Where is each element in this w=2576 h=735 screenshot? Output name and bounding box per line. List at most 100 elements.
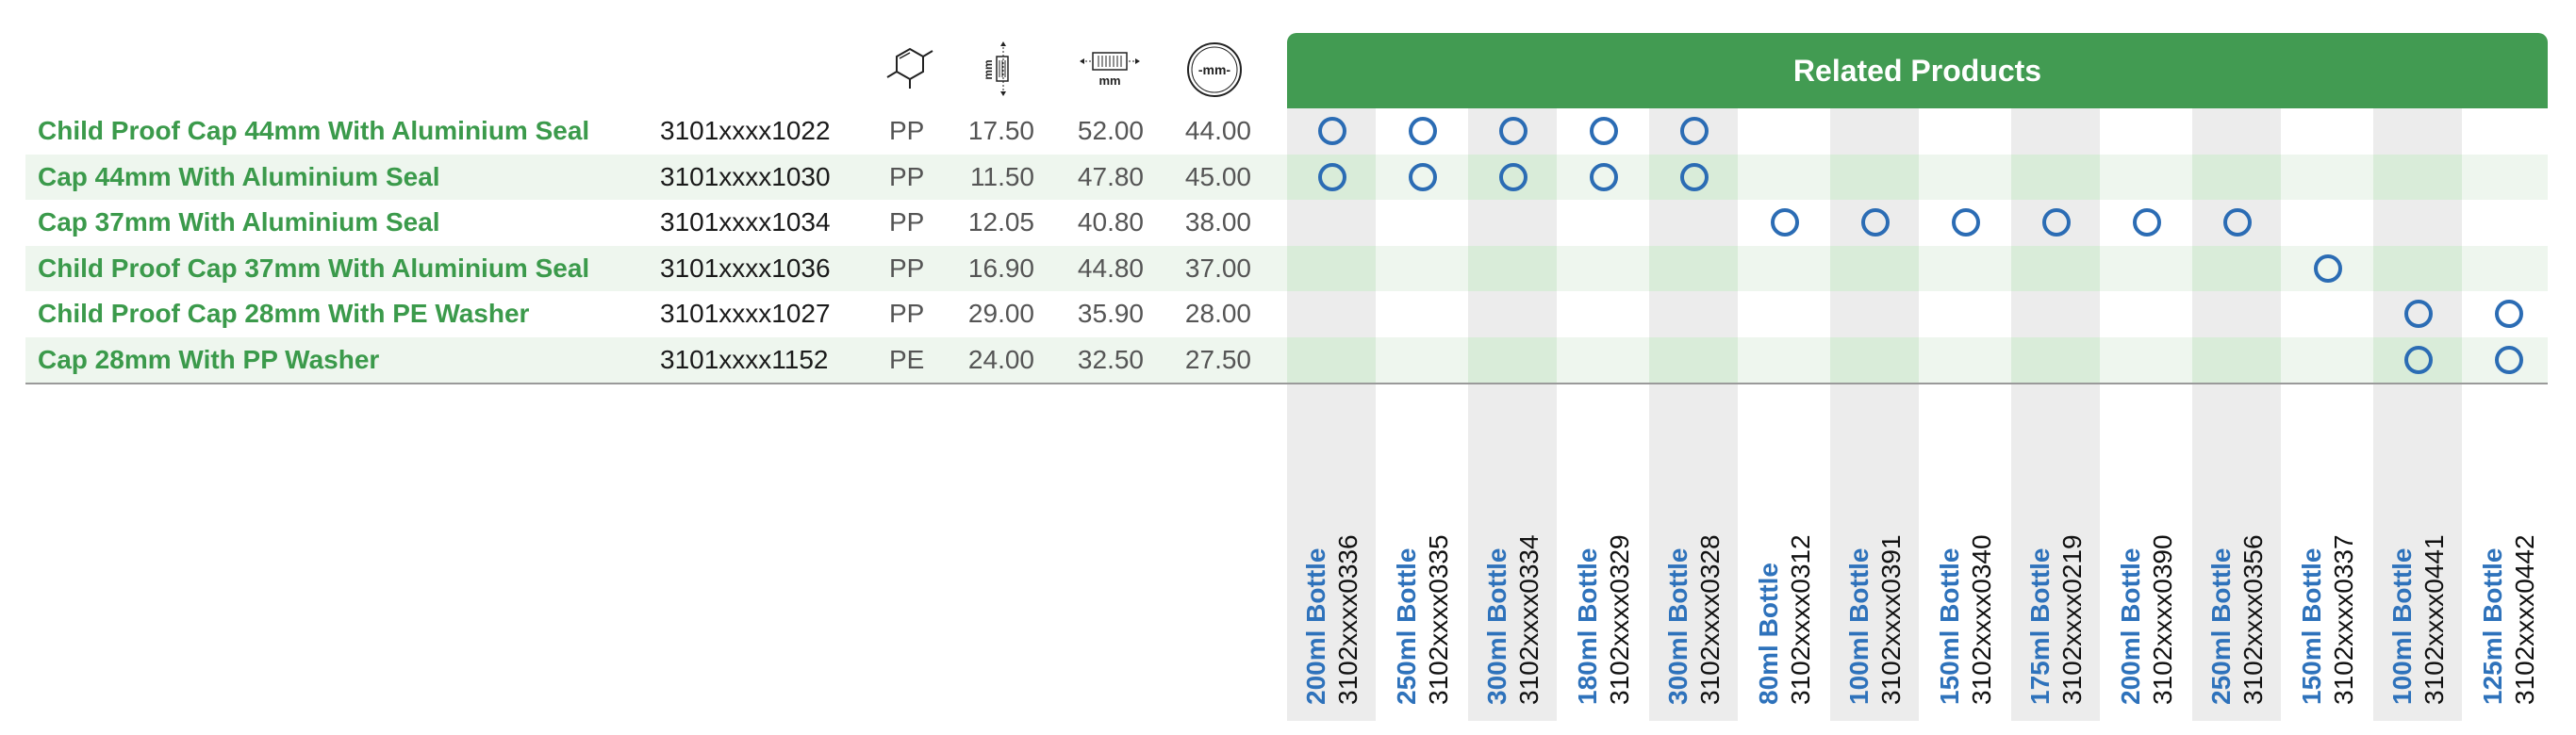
product-name: Child Proof Cap 37mm With Aluminium Seal <box>38 253 590 283</box>
compatibility-mark-icon <box>2314 253 2342 283</box>
table-row: Cap 44mm With Aluminium Seal 3101xxxx1030… <box>0 155 1287 201</box>
compatibility-mark-icon <box>1409 117 1437 146</box>
related-product-code: 3102xxxx0336 <box>1333 534 1362 705</box>
product-height: 24.00 <box>967 344 1034 374</box>
related-product-code: 3102xxxx0312 <box>1786 534 1815 705</box>
product-material: PP <box>889 207 925 237</box>
product-height: 12.05 <box>967 207 1034 237</box>
related-product-size: 100ml Bottle <box>2387 547 2417 706</box>
compatibility-mark-icon <box>1771 208 1799 237</box>
table-bottom-rule <box>25 383 2548 384</box>
row-band <box>25 154 2548 200</box>
product-material: PE <box>889 344 925 374</box>
column-shade-band <box>2011 245 2100 291</box>
column-shade-band <box>2373 245 2462 291</box>
product-name: Cap 37mm With Aluminium Seal <box>38 207 440 237</box>
width-mm-icon: mm <box>1080 52 1140 88</box>
related-products-header: Related Products <box>1287 33 2548 108</box>
related-product-label: 125ml Bottle 3102xxxx0442 <box>2477 534 2541 705</box>
related-product-size: 175ml Bottle <box>2025 547 2055 706</box>
product-code: 3101xxxx1034 <box>660 207 831 237</box>
compatibility-mark-icon <box>1590 162 1618 191</box>
column-shade-band <box>1287 245 1376 291</box>
compatibility-mark-icon <box>1680 162 1709 191</box>
column-shade <box>1287 108 1376 721</box>
column-shade-band <box>2192 154 2281 200</box>
related-product-size: 180ml Bottle <box>1573 547 1602 706</box>
product-diameter: 45.00 <box>1184 161 1251 191</box>
column-shade-band <box>1830 245 1919 291</box>
related-product-code: 3102xxxx0390 <box>2148 534 2177 705</box>
product-diameter: 37.00 <box>1184 253 1251 283</box>
related-product-code: 3102xxxx0391 <box>1876 534 1906 705</box>
product-material: PP <box>889 161 925 191</box>
product-width: 32.50 <box>1077 344 1144 374</box>
related-product-label: 300ml Bottle 3102xxxx0334 <box>1481 534 1545 705</box>
related-product-label: 180ml Bottle 3102xxxx0329 <box>1572 534 1636 705</box>
width-mm-icon-label: mm <box>1098 74 1120 88</box>
compatibility-mark-icon <box>1499 162 1527 191</box>
column-shade-band <box>2373 154 2462 200</box>
product-name: Cap 28mm With PP Washer <box>38 344 380 374</box>
product-material: PP <box>889 299 925 328</box>
related-product-label: 150ml Bottle 3102xxxx0340 <box>1934 534 1998 705</box>
compatibility-mark-icon <box>2133 208 2161 237</box>
related-product-size: 100ml Bottle <box>1844 547 1874 706</box>
compatibility-mark-icon <box>1590 117 1618 146</box>
related-product-code: 3102xxxx0334 <box>1514 534 1544 705</box>
related-product-label: 150ml Bottle 3102xxxx0337 <box>2296 534 2360 705</box>
related-product-code: 3102xxxx0442 <box>2510 534 2539 705</box>
table-row: Cap 28mm With PP Washer 3101xxxx1152 PE 24.… <box>0 337 1287 384</box>
related-product-code: 3102xxxx0329 <box>1605 534 1634 705</box>
table-row: Child Proof Cap 37mm With Aluminium Seal… <box>0 246 1287 292</box>
related-product-label: 200ml Bottle 3102xxxx0336 <box>1300 534 1364 705</box>
column-shade-band <box>1287 336 1376 383</box>
related-product-label: 250ml Bottle 3102xxxx0356 <box>2205 534 2270 705</box>
column-shade-band <box>1468 336 1557 383</box>
related-product-code: 3102xxxx0441 <box>2419 534 2449 705</box>
related-product-size: 300ml Bottle <box>1663 547 1693 706</box>
related-product-label: 250ml Bottle 3102xxxx0335 <box>1391 534 1455 705</box>
product-height: 29.00 <box>967 299 1034 328</box>
related-product-size: 200ml Bottle <box>1301 547 1330 706</box>
product-material: PP <box>889 253 925 283</box>
product-width: 44.80 <box>1077 253 1144 283</box>
related-product-size: 125ml Bottle <box>2478 547 2507 706</box>
related-product-size: 250ml Bottle <box>2206 547 2236 706</box>
table-row: Cap 37mm With Aluminium Seal 3101xxxx1034… <box>0 200 1287 246</box>
product-width: 35.90 <box>1077 299 1144 328</box>
product-name: Child Proof Cap 28mm With PE Washer <box>38 299 530 328</box>
related-product-code: 3102xxxx0335 <box>1424 534 1453 705</box>
related-product-size: 300ml Bottle <box>1482 547 1511 706</box>
compatibility-mark-icon <box>1952 208 1980 237</box>
column-shade-band <box>2011 336 2100 383</box>
compatibility-mark-icon <box>2042 208 2071 237</box>
compatibility-mark-icon <box>2404 345 2433 374</box>
row-band <box>25 245 2548 291</box>
related-product-size: 200ml Bottle <box>2116 547 2145 706</box>
related-product-size: 150ml Bottle <box>1935 547 1964 706</box>
related-products-title: Related Products <box>1792 53 2042 88</box>
compatibility-mark-icon <box>1318 117 1346 146</box>
related-product-label: 100ml Bottle 3102xxxx0441 <box>2386 534 2451 705</box>
related-product-code: 3102xxxx0337 <box>2329 534 2358 705</box>
compatibility-mark-icon <box>2223 208 2252 237</box>
column-shade <box>1649 108 1738 721</box>
diameter-mm-icon: -mm- <box>1187 42 1242 97</box>
column-shade-band <box>1649 336 1738 383</box>
product-width: 47.80 <box>1077 161 1144 191</box>
compatibility-mark-icon <box>2495 300 2523 329</box>
table-row: Child Proof Cap 28mm With PE Washer 3101x… <box>0 291 1287 337</box>
product-name: Cap 44mm With Aluminium Seal <box>38 161 440 191</box>
column-shade-band <box>1830 154 1919 200</box>
compatibility-mark-icon <box>1861 208 1890 237</box>
related-product-code: 3102xxxx0328 <box>1695 534 1725 705</box>
compatibility-mark-icon <box>1318 162 1346 191</box>
related-product-label: 80ml Bottle 3102xxxx0312 <box>1753 534 1817 705</box>
related-product-code: 3102xxxx0219 <box>2057 534 2087 705</box>
height-mm-icon: mm <box>982 41 1009 96</box>
compatibility-mark-icon <box>1499 117 1527 146</box>
compatibility-mark-icon <box>2404 300 2433 329</box>
table-row: Child Proof Cap 44mm With Aluminium Seal… <box>0 108 1287 155</box>
